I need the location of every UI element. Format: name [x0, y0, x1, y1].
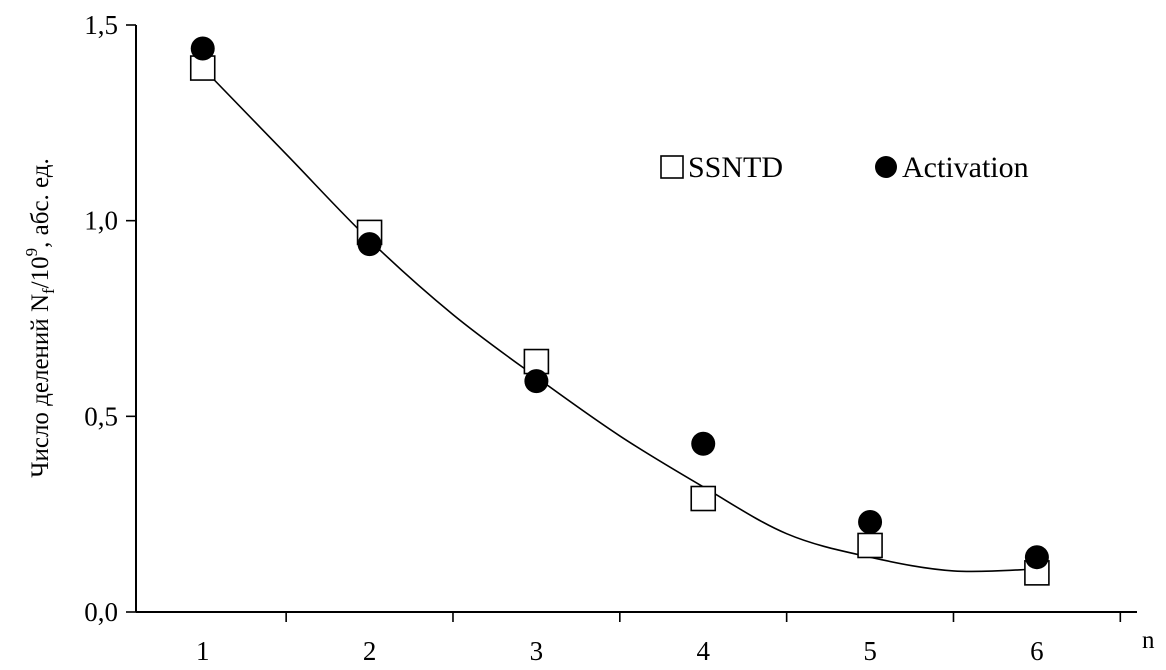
x-tick-label: 1	[196, 636, 210, 666]
y-axis-label: Число делений Nf/109, абс. ед.	[22, 158, 58, 478]
y-ticks	[126, 24, 136, 613]
x-ticks	[285, 612, 1122, 622]
activation-point	[524, 369, 549, 394]
activation-point	[858, 509, 883, 534]
axes: 1 2 3 4 5 6 0,0 0,5 1,0 1,5	[84, 10, 1137, 666]
y-tick-label: 0,5	[84, 401, 118, 431]
x-tick-label: 3	[530, 636, 544, 666]
ssntd-point	[857, 532, 883, 559]
y-tick-label: 0,0	[84, 597, 118, 627]
legend: SSNTD Activation	[660, 151, 1029, 184]
fit-curve	[202, 67, 1037, 573]
y-tick-label: 1,0	[84, 206, 118, 236]
x-tick-labels: 1 2 3 4 5 6	[196, 636, 1044, 666]
x-axis-label: n	[1142, 627, 1155, 654]
legend-marker-ssntd	[660, 155, 684, 179]
legend-marker-activation	[875, 156, 897, 178]
y-tick-label: 1,5	[84, 10, 118, 40]
activation-point	[691, 431, 716, 456]
x-tick-label: 2	[363, 636, 377, 666]
x-tick-label: 6	[1030, 636, 1044, 666]
x-tick-label: 5	[863, 636, 877, 666]
legend-label-ssntd: SSNTD	[688, 151, 783, 184]
legend-label-activation: Activation	[902, 151, 1029, 184]
activation-point	[190, 36, 215, 61]
series-activation	[190, 36, 1049, 570]
y-tick-labels: 0,0 0,5 1,0 1,5	[84, 10, 118, 627]
ssntd-point	[690, 485, 717, 512]
series-ssntd	[189, 55, 1050, 586]
x-tick-label: 4	[696, 636, 710, 666]
activation-point	[1024, 545, 1049, 570]
activation-point	[357, 232, 382, 257]
